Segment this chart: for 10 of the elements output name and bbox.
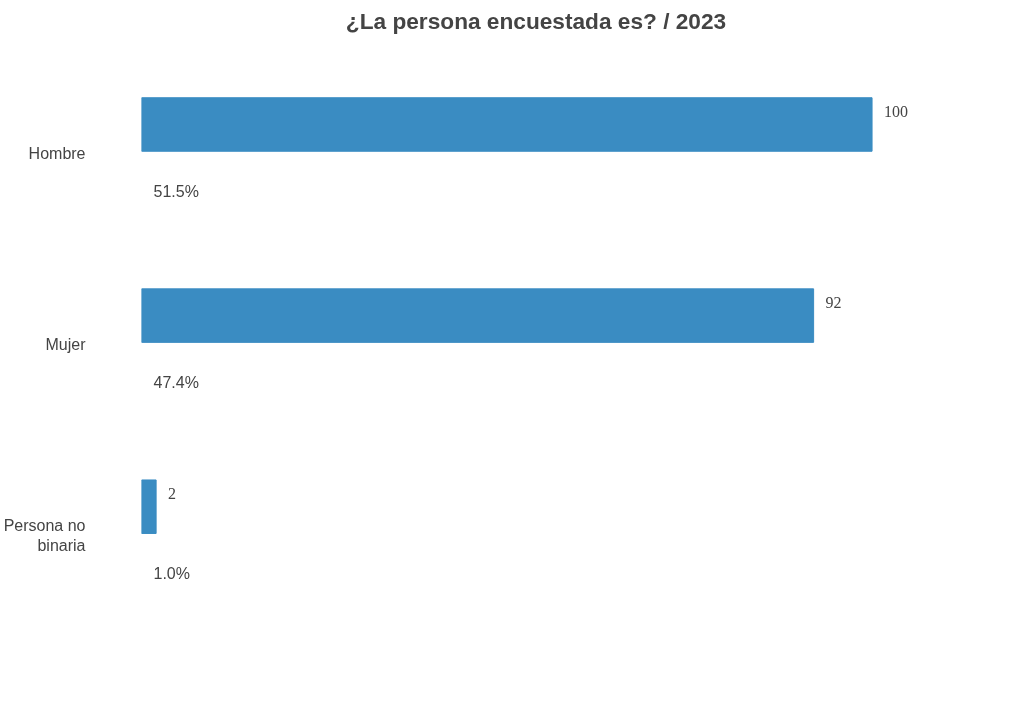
data-label: 2: [168, 484, 177, 502]
annotation: 47.4%: [153, 374, 199, 391]
annotation: 51.5%: [153, 182, 199, 200]
chart-title: ¿La persona encuestada es? / 2023: [345, 7, 727, 34]
annotation: 1.0%: [153, 565, 190, 583]
y-tick-label: Mujer: [45, 335, 87, 353]
data-label: 92: [825, 293, 842, 311]
y-tick-label: Persona no binaria: [3, 516, 86, 555]
data-label: 100: [884, 102, 909, 120]
y-tick-label: Hombre: [28, 144, 86, 162]
